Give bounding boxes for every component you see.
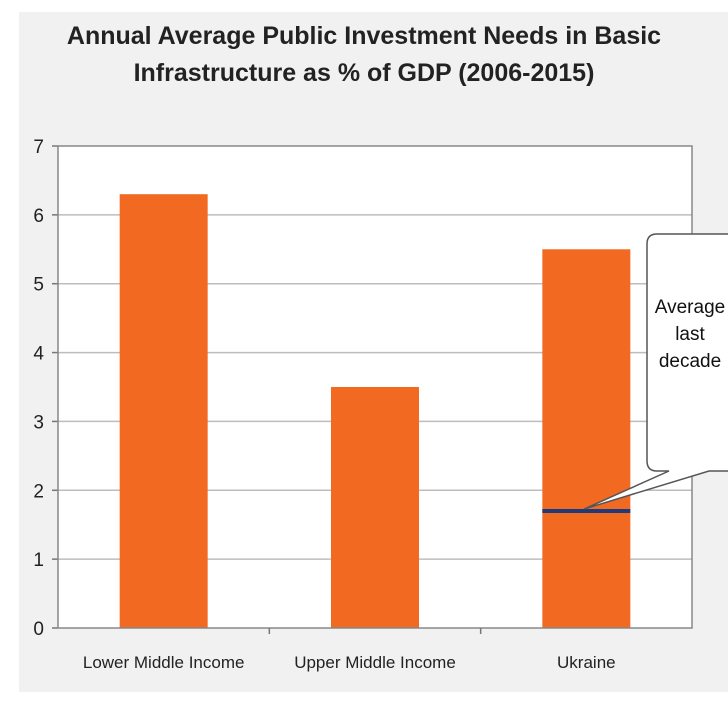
y-tick-label: 6 (33, 206, 44, 227)
y-tick-label: 7 (33, 137, 44, 158)
y-tick-label: 2 (33, 481, 44, 502)
y-tick-labels: 0 1 2 3 4 5 6 7 (33, 137, 44, 640)
callout-text-line: Average (655, 297, 725, 318)
bar (119, 194, 208, 628)
x-tick-label: Lower Middle Income (83, 653, 245, 672)
callout-text-line: decade (659, 351, 721, 372)
chart-title: Annual Average Public Investment Needs i… (0, 18, 728, 92)
callout: Average last decade (584, 233, 728, 510)
callout-box (584, 233, 728, 510)
bar (331, 387, 419, 628)
bar (542, 249, 631, 629)
x-tick-label: Upper Middle Income (294, 653, 456, 672)
callout-text-line: last (675, 324, 705, 345)
x-tick-labels: Lower Middle Income Upper Middle Income Uk… (83, 653, 616, 672)
x-tick-label: Ukraine (557, 653, 616, 672)
y-tick-label: 5 (33, 275, 44, 296)
chart-title-line-1: Annual Average Public Investment Needs i… (66, 22, 662, 50)
y-tick-label: 0 (33, 619, 44, 640)
y-tick-label: 4 (33, 344, 44, 365)
chart-title-line-2: Infrastructure as % of GDP (2006-2015) (133, 59, 595, 87)
bars (119, 194, 631, 629)
y-tick-label: 3 (33, 412, 44, 433)
y-tick-label: 1 (33, 550, 44, 571)
